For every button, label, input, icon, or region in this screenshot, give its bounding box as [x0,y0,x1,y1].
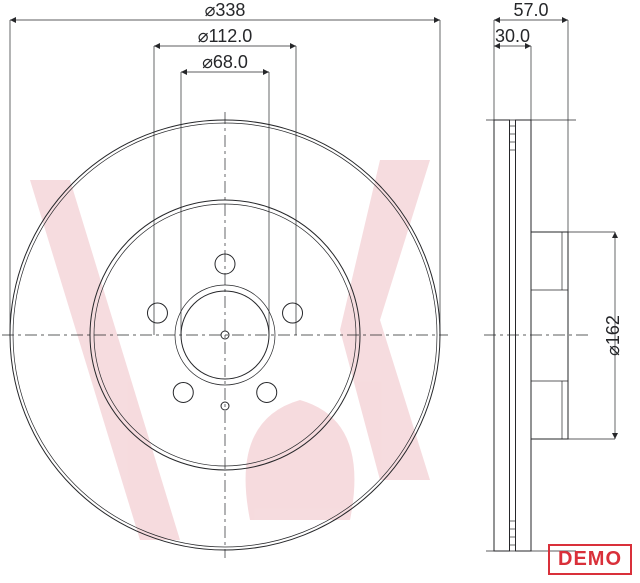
svg-text:30.0: 30.0 [495,26,530,46]
svg-text:57.0: 57.0 [513,0,548,20]
bolt-hole [257,382,277,402]
bolt-hole [173,382,193,402]
svg-text:⌀338: ⌀338 [205,0,246,20]
demo-stamp: DEMO [548,544,632,575]
side-view [484,120,588,551]
svg-text:⌀68.0: ⌀68.0 [202,52,248,72]
svg-text:⌀112.0: ⌀112.0 [198,26,253,46]
bolt-hole [283,303,303,323]
svg-text:⌀162: ⌀162 [603,315,623,356]
bolt-hole [147,303,167,323]
